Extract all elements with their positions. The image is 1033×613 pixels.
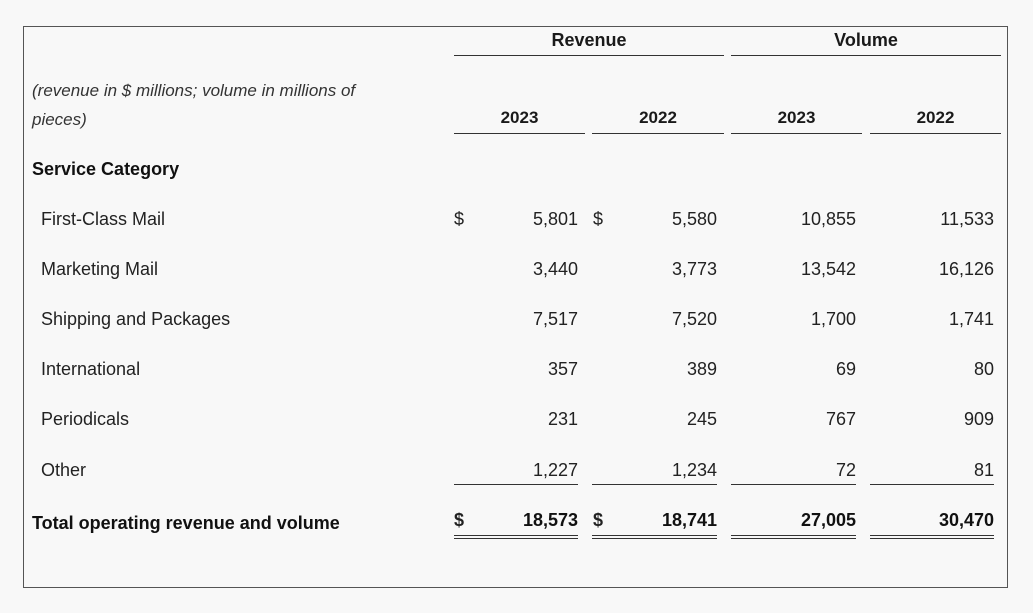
cell-rev-2023: 357 [547, 359, 578, 379]
units-note: (revenue in $ millions; volume in millio… [32, 81, 356, 129]
cell-vol-2023: 13,542 [800, 259, 856, 279]
currency-symbol: $ [454, 209, 465, 229]
revenue-header: Revenue [551, 30, 627, 50]
cell-vol-2022: 909 [963, 409, 994, 429]
row-label: Shipping and Packages [41, 309, 231, 329]
total-label: Total operating revenue and volume [32, 513, 340, 533]
cell-rev-2022: 245 [686, 409, 717, 429]
total-double-rule [592, 535, 717, 539]
cell-vol-2023: 10,855 [800, 209, 856, 229]
row-label: Other [41, 460, 87, 480]
revenue-header-rule [454, 55, 724, 56]
cell-vol-2022: 16,126 [938, 259, 994, 279]
cell-rev-2023: 3,440 [532, 259, 578, 279]
currency-symbol: $ [593, 510, 604, 530]
currency-symbol: $ [454, 510, 465, 530]
cell-rev-2023: 5,801 [532, 209, 578, 229]
volume-header-rule [731, 55, 1001, 56]
row-label: First-Class Mail [41, 209, 165, 229]
cell-rev-2023: 1,227 [532, 460, 578, 480]
subtotal-rule [870, 484, 994, 485]
total-double-rule [870, 535, 994, 539]
cell-vol-2023: 1,700 [810, 309, 856, 329]
total-double-rule [454, 535, 578, 539]
cell-vol-2022: 81 [973, 460, 994, 480]
cell-vol-2022: 1,741 [948, 309, 994, 329]
cell-vol-2023: 767 [825, 409, 856, 429]
cell-vol-2022: 80 [973, 359, 994, 379]
section-title: Service Category [32, 159, 180, 179]
cell-rev-2022: 1,234 [671, 460, 717, 480]
total-rev-2023: 18,573 [522, 510, 578, 530]
subtotal-rule [454, 484, 578, 485]
total-rev-2022: 18,741 [661, 510, 717, 530]
cell-rev-2022: 7,520 [671, 309, 717, 329]
cell-rev-2022: 389 [686, 359, 717, 379]
cell-rev-2023: 231 [547, 409, 578, 429]
cell-vol-2023: 72 [835, 460, 856, 480]
volume-header: Volume [834, 30, 898, 50]
cell-vol-2022: 11,533 [940, 209, 994, 229]
subtotal-rule [731, 484, 856, 485]
total-double-rule [731, 535, 856, 539]
row-label: International [41, 359, 141, 379]
row-label: Periodicals [41, 409, 130, 429]
table-frame [23, 26, 1008, 588]
cell-rev-2023: 7,517 [532, 309, 578, 329]
cell-vol-2023: 69 [835, 359, 856, 379]
year-rule [870, 133, 1001, 134]
year-rule [592, 133, 724, 134]
cell-rev-2022: 5,580 [671, 209, 717, 229]
total-vol-2022: 30,470 [938, 510, 994, 530]
year-header-vol-2022: 2022 [916, 108, 955, 127]
total-vol-2023: 27,005 [800, 510, 856, 530]
row-label: Marketing Mail [41, 259, 159, 279]
subtotal-rule [592, 484, 717, 485]
year-rule [731, 133, 862, 134]
year-header-rev-2023: 2023 [500, 108, 539, 127]
year-header-vol-2023: 2023 [777, 108, 816, 127]
year-rule [454, 133, 585, 134]
year-header-rev-2022: 2022 [639, 108, 677, 127]
cell-rev-2022: 3,773 [671, 259, 717, 279]
currency-symbol: $ [593, 209, 604, 229]
